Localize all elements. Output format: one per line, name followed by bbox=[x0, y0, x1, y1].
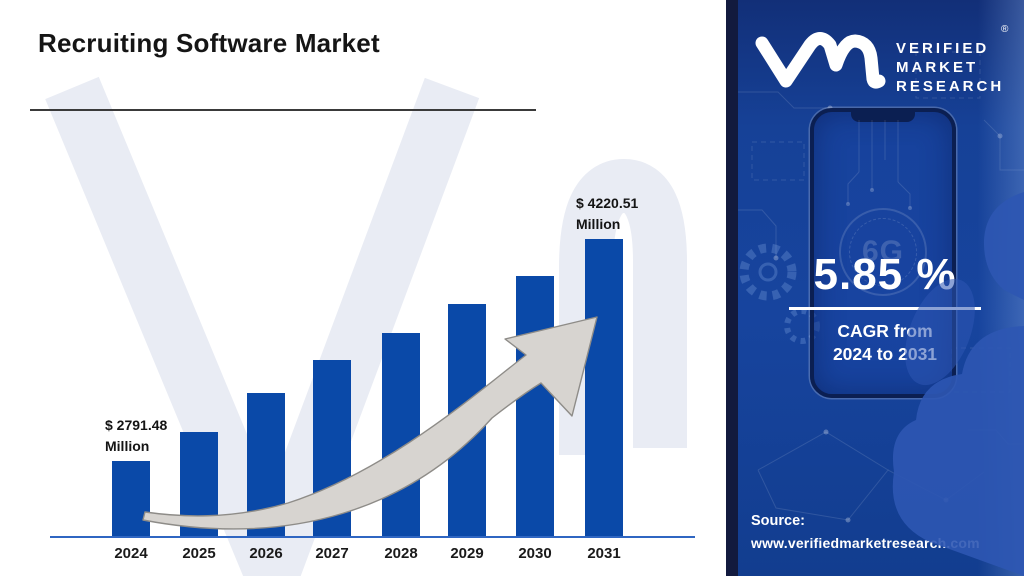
6g-ring: 6G bbox=[839, 208, 927, 296]
hand-silhouette bbox=[892, 192, 1024, 576]
value-label-2024-unit: Million bbox=[105, 438, 150, 454]
bar-2031 bbox=[585, 239, 623, 537]
phone-screen-circuits bbox=[846, 120, 912, 210]
x-tick-2028: 2028 bbox=[384, 545, 418, 562]
source-url: www.verifiedmarketresearch.com bbox=[751, 534, 980, 551]
x-tick-2026: 2026 bbox=[249, 545, 283, 562]
panel-divider bbox=[726, 0, 738, 576]
value-label-2024-amount: $ 2791.48 bbox=[105, 417, 168, 433]
cagr-underline bbox=[789, 307, 981, 310]
value-label-2031-amount: $ 4220.51 bbox=[576, 195, 639, 211]
year-axis: 2024 2025 2026 2027 2028 2029 2030 2031 bbox=[0, 545, 726, 569]
x-tick-2025: 2025 bbox=[182, 545, 216, 562]
value-label-2031-unit: Million bbox=[576, 216, 621, 232]
phone-illustration: 6G bbox=[810, 108, 956, 398]
source-block: Source: www.verifiedmarketresearch.com bbox=[751, 511, 980, 554]
brand-name: VERIFIED MARKET RESEARCH bbox=[896, 39, 1004, 97]
x-axis-line bbox=[50, 536, 695, 538]
x-tick-2031: 2031 bbox=[587, 545, 621, 562]
title-underline bbox=[30, 109, 536, 111]
x-tick-2027: 2027 bbox=[315, 545, 349, 562]
brand-panel: 6G VERIFIED MARKET RESEARCH ® 5.85 % bbox=[738, 0, 1024, 576]
registered-trademark-icon: ® bbox=[1001, 24, 1009, 35]
bar-2024 bbox=[112, 461, 150, 537]
bar-2028 bbox=[382, 333, 420, 537]
brand-name-line2: MARKET bbox=[896, 59, 979, 77]
source-label: Source: bbox=[751, 513, 805, 529]
x-tick-2024: 2024 bbox=[114, 545, 148, 562]
trend-arrow bbox=[142, 316, 598, 530]
x-tick-2029: 2029 bbox=[450, 545, 484, 562]
phone-notch-icon bbox=[851, 111, 915, 122]
x-tick-2030: 2030 bbox=[518, 545, 552, 562]
value-label-2024: $ 2791.48 Million bbox=[105, 415, 167, 457]
6g-ring-inner bbox=[849, 218, 917, 286]
brand-name-line3: RESEARCH bbox=[896, 78, 1005, 96]
brand-name-line1: VERIFIED bbox=[896, 40, 990, 57]
page-title: Recruiting Software Market bbox=[38, 28, 380, 58]
vmr-watermark bbox=[45, 76, 687, 576]
value-label-2031: $ 4220.51 Million bbox=[576, 193, 638, 235]
brand-lockup: VERIFIED MARKET RESEARCH ® bbox=[738, 0, 1024, 110]
vmr-logo-icon bbox=[755, 32, 886, 89]
chart-area: Recruiting Software Market 2024 2025 2026 2… bbox=[0, 28, 726, 576]
bar-2030 bbox=[516, 276, 554, 537]
